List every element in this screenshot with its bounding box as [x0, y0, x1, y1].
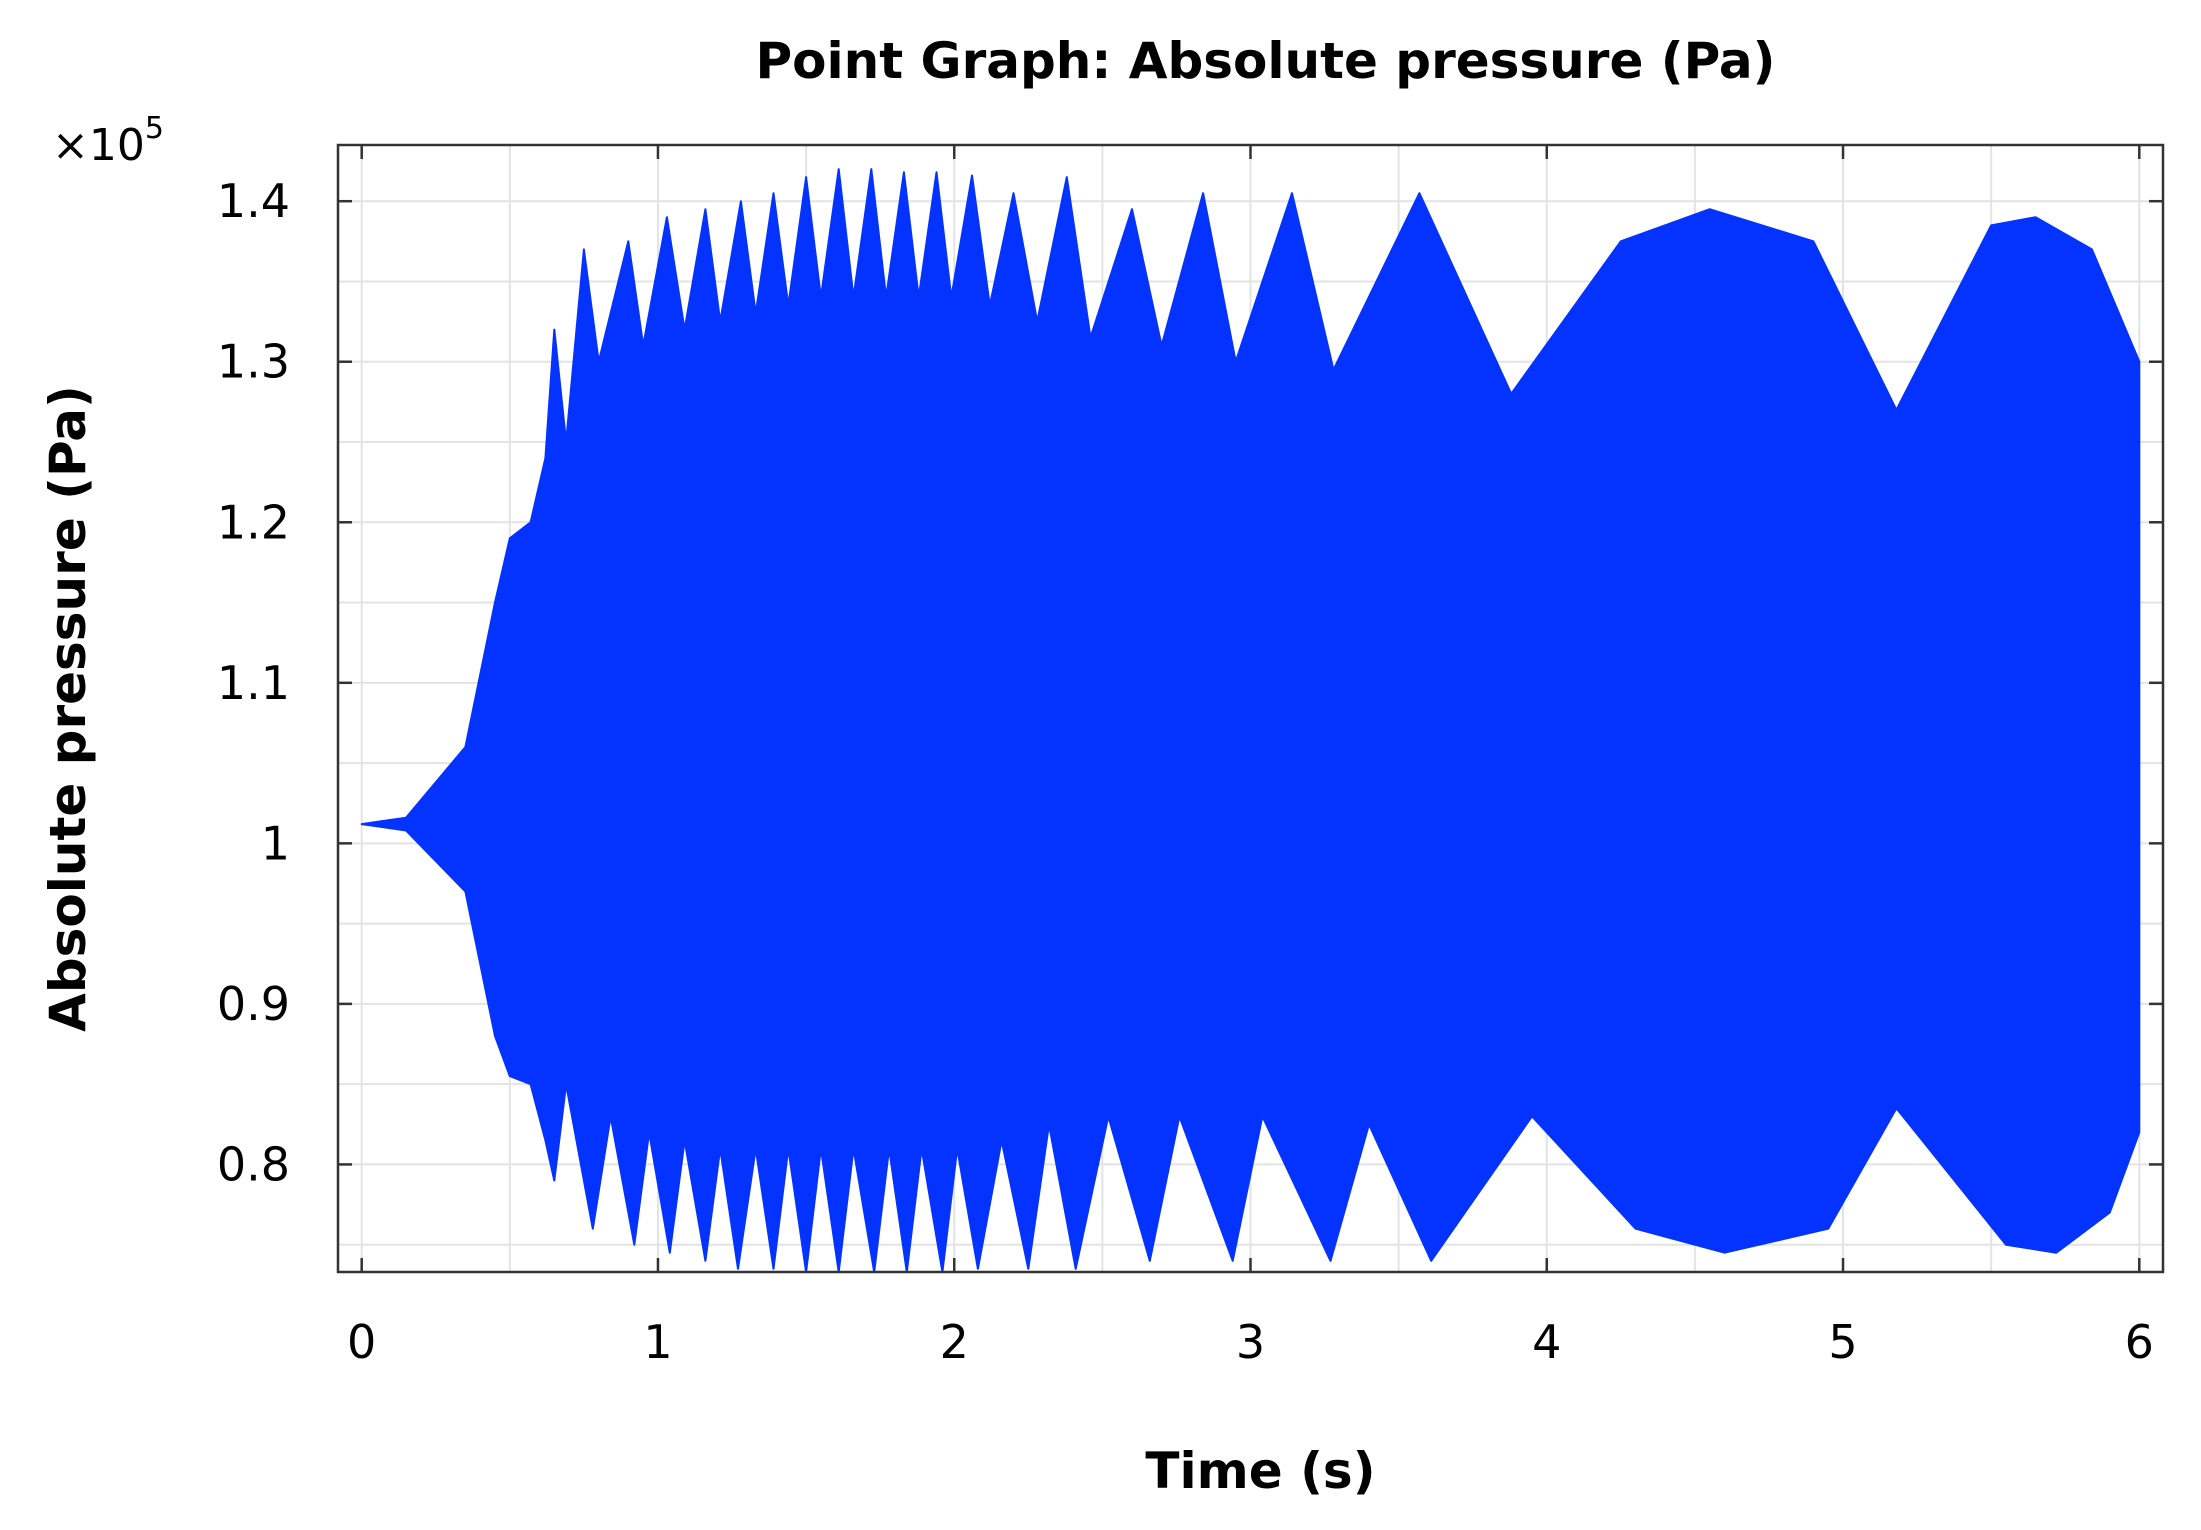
y-tick-label: 1 — [261, 816, 290, 870]
x-axis-label: Time (s) — [1145, 1442, 1375, 1500]
x-tick-label: 1 — [643, 1315, 672, 1369]
y-tick-label: 1.3 — [217, 335, 290, 389]
y-tick-label: 1.4 — [217, 174, 290, 228]
y-axis-multiplier-base: ×10 — [52, 120, 145, 171]
y-tick-label: 0.8 — [217, 1137, 290, 1191]
y-tick-label: 0.9 — [217, 977, 290, 1031]
tick-labels: 0 1 2 3 4 5 6 0.8 0.9 1 1.1 1.2 1.3 1.4 — [217, 145, 2163, 1369]
x-tick-label: 5 — [1828, 1315, 1857, 1369]
y-axis-multiplier-exponent: 5 — [145, 111, 164, 146]
chart-title: Point Graph: Absolute pressure (Pa) — [755, 32, 1775, 90]
x-tick-label: 2 — [940, 1315, 969, 1369]
plot-area — [360, 168, 2141, 1273]
series-pressure-envelope — [360, 168, 2141, 1273]
x-tick-label: 4 — [1532, 1315, 1561, 1369]
x-tick-label: 0 — [347, 1315, 376, 1369]
x-tick-label: 6 — [2125, 1315, 2154, 1369]
y-tick-label: 1.1 — [217, 656, 290, 710]
x-tick-label: 3 — [1236, 1315, 1265, 1369]
y-tick-label: 1.2 — [217, 495, 290, 549]
y-axis-multiplier: ×105 — [52, 111, 164, 171]
y-axis-label: Absolute pressure (Pa) — [39, 385, 97, 1032]
